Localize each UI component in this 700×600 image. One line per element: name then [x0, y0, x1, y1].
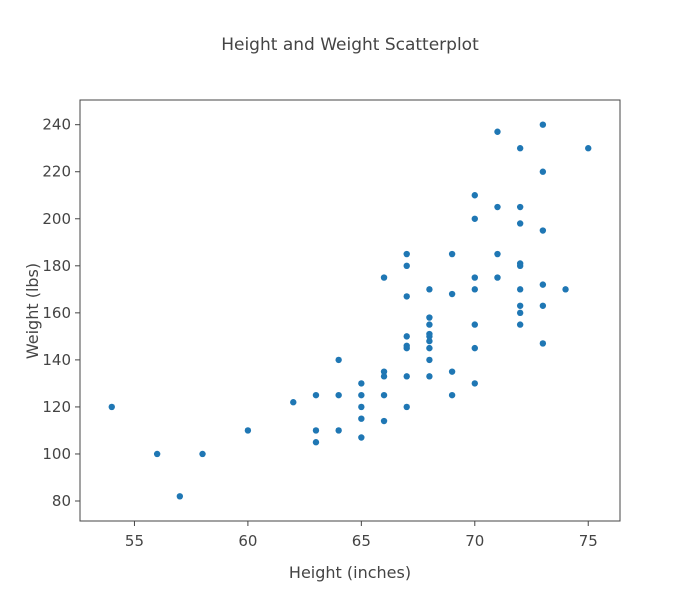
y-tick-label: 100	[42, 445, 71, 463]
plot-frame	[79, 99, 621, 522]
data-point	[403, 293, 410, 300]
data-point	[426, 344, 433, 352]
y-axis: 80 100 120 140 160 180 200 220 240	[42, 116, 80, 510]
x-tick-label: 60	[238, 532, 257, 550]
data-point	[471, 321, 478, 328]
data-point	[426, 321, 433, 328]
data-point	[562, 286, 569, 293]
data-point	[403, 373, 410, 380]
data-point	[448, 391, 456, 399]
data-point	[448, 250, 456, 258]
data-point	[312, 391, 320, 399]
data-point	[108, 403, 115, 411]
data-point	[380, 373, 388, 380]
data-point	[539, 340, 547, 347]
data-point	[539, 281, 547, 288]
y-tick-label: 220	[42, 163, 71, 181]
data-point	[380, 391, 388, 399]
data-point	[358, 403, 365, 411]
data-point	[426, 333, 433, 340]
y-tick-label: 160	[42, 304, 71, 322]
y-tick-label: 140	[42, 351, 71, 369]
data-point	[516, 145, 524, 152]
data-point	[448, 368, 456, 375]
data-points	[108, 121, 592, 500]
data-point	[426, 356, 433, 364]
data-point	[539, 168, 547, 175]
data-point	[471, 215, 478, 222]
data-point	[516, 203, 524, 211]
data-point	[539, 302, 547, 309]
data-point	[494, 274, 501, 281]
data-point	[403, 403, 410, 411]
data-point	[516, 302, 524, 309]
data-point	[380, 417, 388, 425]
data-point	[494, 203, 501, 211]
x-tick-label: 70	[465, 532, 484, 550]
data-point	[176, 493, 184, 500]
data-point	[516, 262, 524, 270]
data-point	[358, 391, 365, 399]
data-point	[448, 290, 456, 298]
data-point	[199, 450, 206, 458]
data-point	[426, 286, 433, 293]
data-point	[380, 274, 388, 281]
data-point	[358, 380, 365, 387]
data-point	[494, 128, 501, 135]
data-point	[153, 450, 161, 458]
y-tick-label: 240	[42, 116, 71, 134]
data-point	[335, 391, 342, 399]
y-tick-label: 200	[42, 210, 71, 228]
data-point	[244, 427, 252, 434]
data-point	[426, 337, 433, 345]
data-point	[471, 380, 478, 387]
data-point	[426, 373, 433, 380]
data-point	[290, 399, 297, 406]
data-point	[471, 286, 478, 293]
data-point	[585, 145, 592, 152]
data-point	[471, 274, 478, 281]
data-point	[494, 250, 501, 258]
x-tick-label: 75	[579, 532, 598, 550]
data-point	[403, 344, 410, 352]
data-point	[426, 314, 433, 321]
data-point	[312, 439, 320, 446]
x-tick-label: 65	[352, 532, 371, 550]
x-tick-label: 55	[125, 532, 144, 550]
data-point	[539, 227, 547, 234]
data-point	[403, 250, 410, 258]
y-axis-title: Weight (lbs)	[23, 263, 42, 359]
data-point	[335, 427, 342, 434]
data-point	[516, 286, 524, 293]
data-point	[403, 333, 410, 340]
data-point	[516, 309, 524, 317]
data-point	[516, 220, 524, 227]
data-point	[471, 192, 478, 199]
x-axis: 55 60 65 70 75	[125, 521, 598, 550]
data-point	[403, 262, 410, 270]
chart-title: Height and Weight Scatterplot	[221, 35, 479, 55]
data-point	[471, 344, 478, 352]
data-point	[516, 321, 524, 328]
data-point	[312, 427, 320, 434]
y-tick-label: 180	[42, 257, 71, 275]
y-tick-label: 80	[52, 492, 71, 510]
data-point	[358, 434, 365, 441]
data-point	[358, 415, 365, 422]
data-point	[539, 121, 547, 128]
data-point	[380, 368, 388, 375]
data-point	[335, 356, 342, 364]
x-axis-title: Height (inches)	[289, 563, 411, 582]
y-tick-label: 120	[42, 398, 71, 416]
